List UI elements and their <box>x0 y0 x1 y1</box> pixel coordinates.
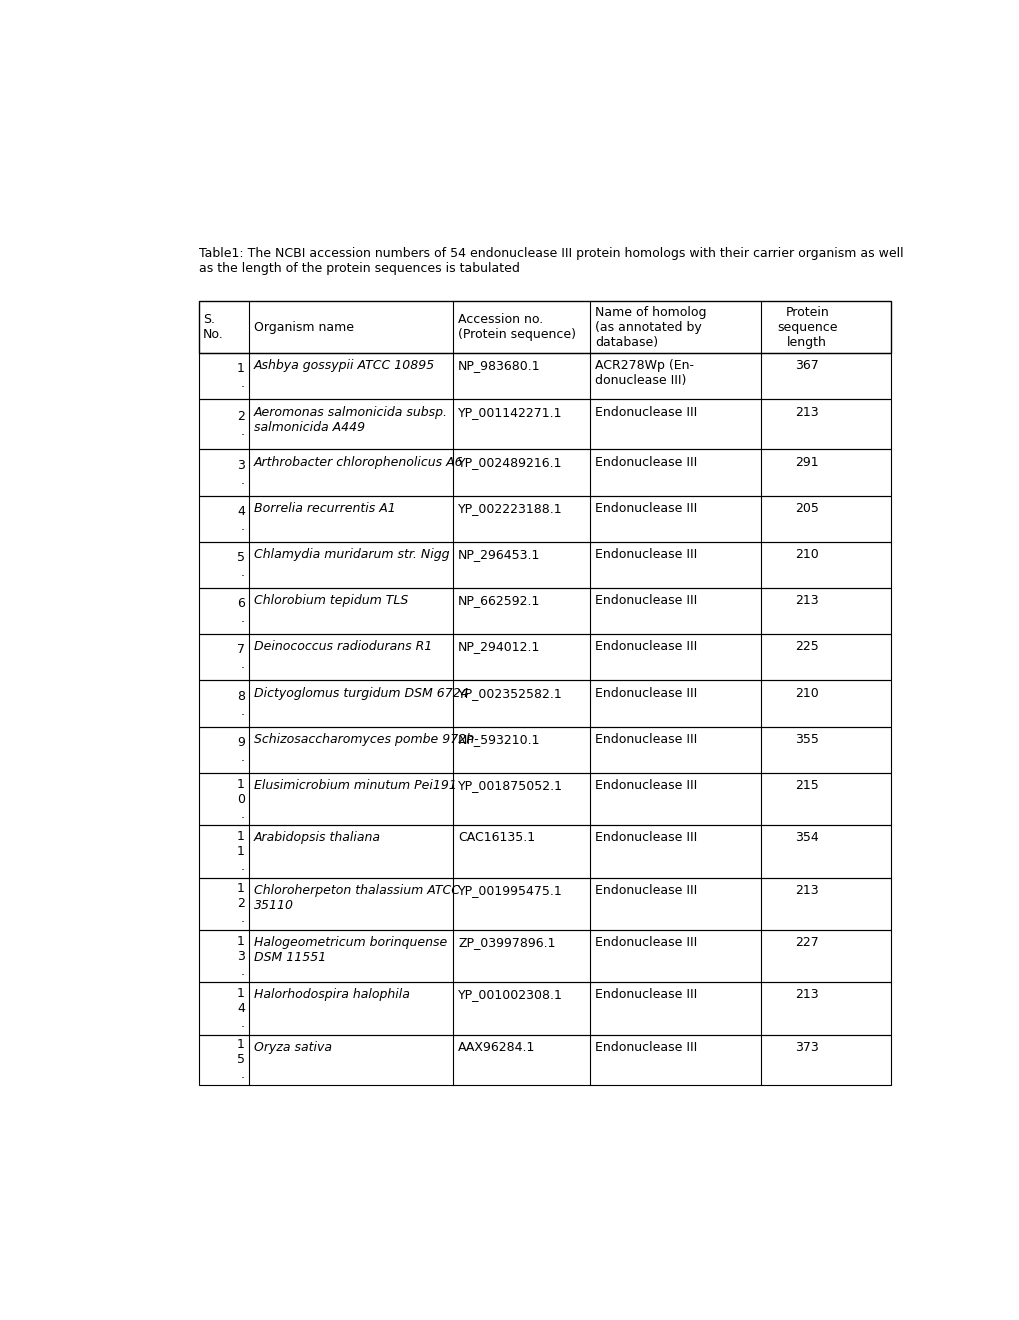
Text: Schizosaccharomyces pombe 972h-: Schizosaccharomyces pombe 972h- <box>254 733 478 746</box>
Text: 210: 210 <box>795 548 818 561</box>
Bar <box>199 726 890 772</box>
Text: Accession no.
(Protein sequence): Accession no. (Protein sequence) <box>458 313 576 341</box>
Text: 213: 213 <box>795 594 818 607</box>
Text: Aeromonas salmonicida subsp.
salmonicida A449: Aeromonas salmonicida subsp. salmonicida… <box>254 405 447 433</box>
Bar <box>199 825 890 878</box>
Text: NP_294012.1: NP_294012.1 <box>458 640 540 653</box>
Text: 1
3
.: 1 3 . <box>236 935 245 978</box>
Text: Endonuclease III: Endonuclease III <box>595 936 697 949</box>
Text: YP_002352582.1: YP_002352582.1 <box>458 686 562 700</box>
Bar <box>199 589 890 635</box>
Bar <box>199 681 890 726</box>
Text: 1
1
.: 1 1 . <box>236 830 245 873</box>
Bar <box>199 354 890 400</box>
Text: 213: 213 <box>795 884 818 896</box>
Text: 1
4
.: 1 4 . <box>236 987 245 1030</box>
Text: Endonuclease III: Endonuclease III <box>595 455 697 469</box>
Text: 373: 373 <box>795 1040 818 1053</box>
Bar <box>199 541 890 589</box>
Text: Deinococcus radiodurans R1: Deinococcus radiodurans R1 <box>254 640 432 653</box>
Text: 1
2
.: 1 2 . <box>236 882 245 925</box>
Text: YP_002489216.1: YP_002489216.1 <box>458 455 562 469</box>
Text: 354: 354 <box>795 832 818 845</box>
Text: Endonuclease III: Endonuclease III <box>595 405 697 418</box>
Bar <box>199 929 890 982</box>
Text: Endonuclease III: Endonuclease III <box>595 640 697 653</box>
Text: Ashbya gossypii ATCC 10895: Ashbya gossypii ATCC 10895 <box>254 359 435 372</box>
Text: Name of homolog
(as annotated by
database): Name of homolog (as annotated by databas… <box>595 305 706 348</box>
Text: 213: 213 <box>795 989 818 1002</box>
Bar <box>199 301 890 354</box>
Text: Dictyoglomus turgidum DSM 6724: Dictyoglomus turgidum DSM 6724 <box>254 686 469 700</box>
Text: 7
.: 7 . <box>236 643 245 672</box>
Text: Endonuclease III: Endonuclease III <box>595 733 697 746</box>
Text: 355: 355 <box>795 733 818 746</box>
Text: Endonuclease III: Endonuclease III <box>595 989 697 1002</box>
Text: ZP_03997896.1: ZP_03997896.1 <box>458 936 555 949</box>
Text: 8
.: 8 . <box>236 689 245 718</box>
Text: Chloroherpeton thalassium ATCC
35110: Chloroherpeton thalassium ATCC 35110 <box>254 884 460 912</box>
Text: YP_001142271.1: YP_001142271.1 <box>458 405 562 418</box>
Text: 205: 205 <box>795 502 818 515</box>
Text: YP_001002308.1: YP_001002308.1 <box>458 989 562 1002</box>
Text: 1
0
.: 1 0 . <box>236 777 245 821</box>
Text: Organism name: Organism name <box>254 321 354 334</box>
Bar <box>199 400 890 450</box>
Bar <box>199 1035 890 1085</box>
Bar <box>199 635 890 681</box>
Text: CAC16135.1: CAC16135.1 <box>458 832 535 845</box>
Text: NP_593210.1: NP_593210.1 <box>458 733 540 746</box>
Text: Borrelia recurrentis A1: Borrelia recurrentis A1 <box>254 502 395 515</box>
Text: 1
.: 1 . <box>236 362 245 391</box>
Text: Table1: The NCBI accession numbers of 54 endonuclease III protein homologs with : Table1: The NCBI accession numbers of 54… <box>199 247 903 275</box>
Text: 210: 210 <box>795 686 818 700</box>
Text: Protein
sequence
length: Protein sequence length <box>776 305 837 348</box>
Text: NP_983680.1: NP_983680.1 <box>458 359 540 372</box>
Text: Halogeometricum borinquense
DSM 11551: Halogeometricum borinquense DSM 11551 <box>254 936 447 964</box>
Text: YP_001995475.1: YP_001995475.1 <box>458 884 562 896</box>
Text: 225: 225 <box>795 640 818 653</box>
Text: Elusimicrobium minutum Pei191: Elusimicrobium minutum Pei191 <box>254 779 457 792</box>
Text: ACR278Wp (En-
donuclease III): ACR278Wp (En- donuclease III) <box>595 359 694 387</box>
Text: Endonuclease III: Endonuclease III <box>595 548 697 561</box>
Bar <box>199 772 890 825</box>
Text: Endonuclease III: Endonuclease III <box>595 832 697 845</box>
Bar <box>199 878 890 929</box>
Text: 227: 227 <box>795 936 818 949</box>
Text: NP_296453.1: NP_296453.1 <box>458 548 540 561</box>
Text: Endonuclease III: Endonuclease III <box>595 502 697 515</box>
Text: Endonuclease III: Endonuclease III <box>595 594 697 607</box>
Text: 4
.: 4 . <box>236 504 245 533</box>
Text: 1
5
.: 1 5 . <box>236 1039 245 1081</box>
Text: Endonuclease III: Endonuclease III <box>595 1040 697 1053</box>
Text: Endonuclease III: Endonuclease III <box>595 779 697 792</box>
Text: Chlorobium tepidum TLS: Chlorobium tepidum TLS <box>254 594 408 607</box>
Text: S.
No.: S. No. <box>203 313 223 341</box>
Text: 3
.: 3 . <box>236 458 245 487</box>
Text: YP_001875052.1: YP_001875052.1 <box>458 779 562 792</box>
Text: 9
.: 9 . <box>236 735 245 764</box>
Text: 2
.: 2 . <box>236 411 245 438</box>
Text: 213: 213 <box>795 405 818 418</box>
Text: 291: 291 <box>795 455 818 469</box>
Bar <box>199 450 890 496</box>
Text: Chlamydia muridarum str. Nigg: Chlamydia muridarum str. Nigg <box>254 548 449 561</box>
Text: YP_002223188.1: YP_002223188.1 <box>458 502 562 515</box>
Text: Endonuclease III: Endonuclease III <box>595 686 697 700</box>
Text: Halorhodospira halophila: Halorhodospira halophila <box>254 989 410 1002</box>
Text: 367: 367 <box>795 359 818 372</box>
Text: Arabidopsis thaliana: Arabidopsis thaliana <box>254 832 381 845</box>
Text: Endonuclease III: Endonuclease III <box>595 884 697 896</box>
Text: 215: 215 <box>795 779 818 792</box>
Text: Arthrobacter chlorophenolicus A6: Arthrobacter chlorophenolicus A6 <box>254 455 464 469</box>
Text: AAX96284.1: AAX96284.1 <box>458 1040 535 1053</box>
Bar <box>199 496 890 543</box>
Text: Oryza sativa: Oryza sativa <box>254 1040 332 1053</box>
Bar <box>199 982 890 1035</box>
Text: 5
.: 5 . <box>236 550 245 579</box>
Text: NP_662592.1: NP_662592.1 <box>458 594 540 607</box>
Text: 6
.: 6 . <box>236 597 245 626</box>
